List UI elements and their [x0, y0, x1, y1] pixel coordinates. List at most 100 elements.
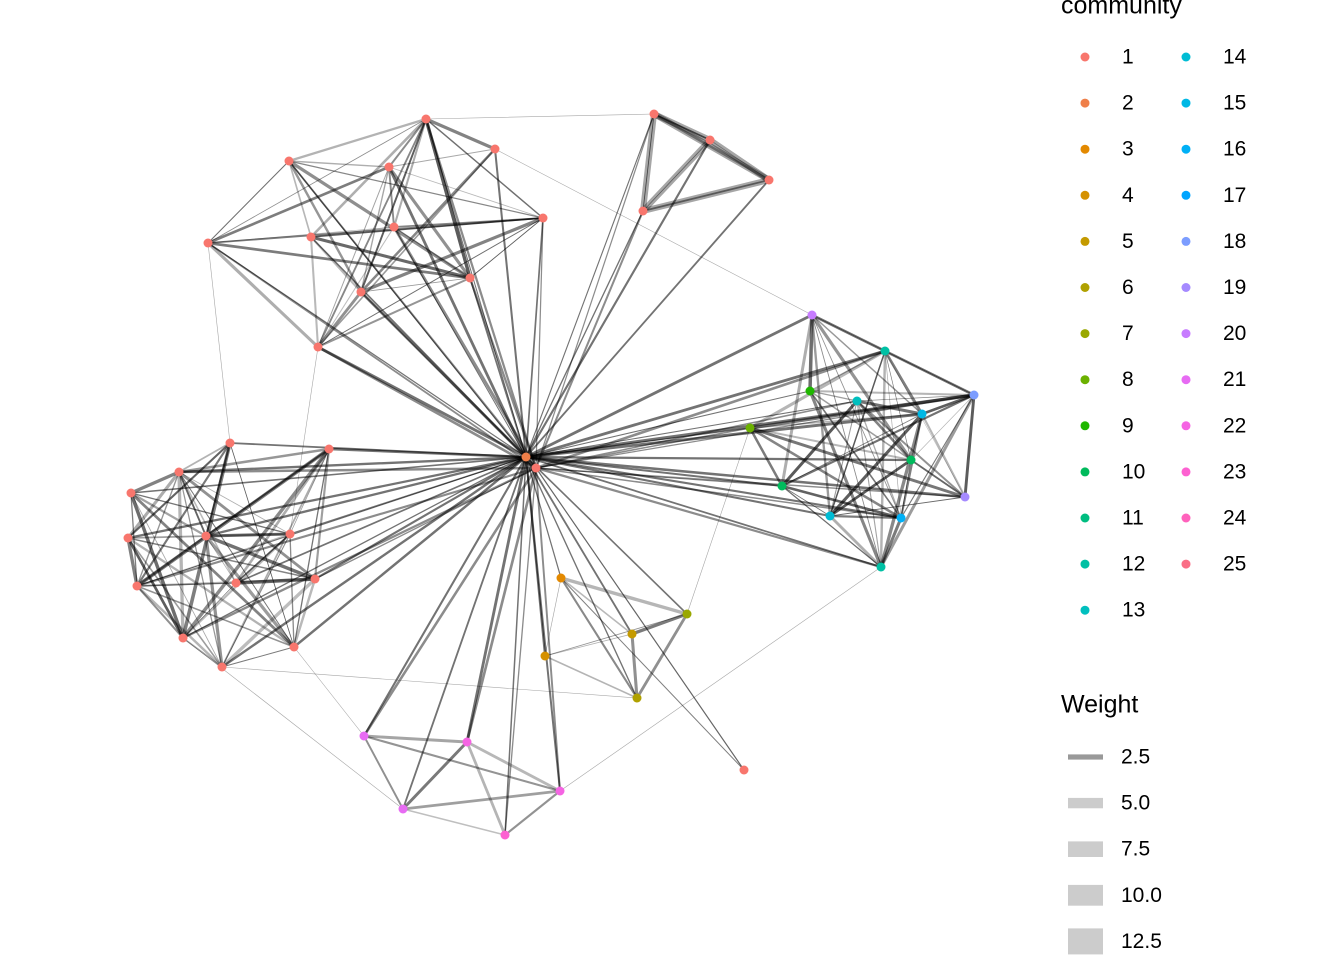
node [649, 109, 659, 119]
edge [388, 118, 427, 168]
edge [856, 400, 882, 568]
edge [310, 217, 544, 238]
node [132, 581, 142, 591]
node [555, 786, 565, 796]
edge [182, 637, 223, 668]
edge [535, 467, 745, 771]
legend-swatch [1080, 559, 1090, 569]
edge [469, 217, 544, 279]
legend-label: 15 [1223, 92, 1246, 115]
legend-label: 18 [1223, 230, 1246, 253]
legend-label: 16 [1223, 138, 1246, 161]
edge [221, 646, 295, 668]
legend-swatch [1080, 421, 1090, 431]
node [969, 390, 979, 400]
edge [287, 159, 363, 294]
edge [393, 217, 544, 228]
node [521, 452, 531, 462]
edge [855, 399, 967, 499]
node [638, 206, 648, 216]
edge [525, 390, 811, 458]
legend-swatch [1080, 375, 1090, 385]
legend-swatch [1080, 190, 1090, 200]
edge [535, 467, 902, 519]
edge [206, 241, 472, 280]
edge [182, 582, 237, 639]
edge [524, 455, 832, 518]
edge [135, 584, 185, 640]
edge [781, 413, 923, 487]
edge [525, 179, 770, 458]
node [306, 232, 316, 242]
edge [899, 412, 924, 520]
edge [651, 111, 772, 183]
edge [130, 456, 527, 494]
edge [856, 394, 975, 402]
edge [316, 290, 363, 349]
edge [135, 534, 208, 588]
edge [535, 467, 783, 487]
node [465, 273, 475, 283]
edge [288, 160, 537, 469]
edge [424, 117, 497, 151]
edge [560, 577, 745, 771]
node [807, 310, 817, 320]
edge [544, 577, 562, 657]
edge [525, 113, 655, 458]
edge [129, 491, 296, 649]
edge [135, 466, 538, 588]
legend-swatch [1080, 52, 1090, 62]
edge [288, 160, 312, 238]
edges [126, 111, 976, 837]
node [231, 578, 241, 588]
edge [393, 226, 471, 279]
edge [910, 394, 975, 461]
legend-swatch [1181, 513, 1191, 523]
edge [293, 646, 365, 737]
legend-label: 6 [1122, 276, 1134, 299]
node [745, 423, 755, 433]
node [284, 156, 294, 166]
edge [640, 137, 713, 214]
node [960, 492, 970, 502]
legend-label: 17 [1223, 184, 1246, 207]
legend-label: 12 [1122, 553, 1145, 576]
edge [630, 632, 639, 700]
edge [879, 516, 903, 569]
edge [465, 466, 538, 744]
edge [425, 118, 527, 458]
node [540, 651, 550, 661]
legend-swatch [1080, 467, 1090, 477]
edge [178, 471, 223, 668]
legend-label: 19 [1223, 276, 1246, 299]
edge [287, 117, 428, 163]
edge [525, 210, 644, 458]
edge [182, 637, 404, 810]
edge [129, 491, 208, 538]
edge [525, 456, 638, 699]
edge [808, 313, 814, 393]
edge [316, 276, 472, 349]
edge [316, 345, 538, 470]
edge [181, 447, 331, 640]
edge [327, 447, 528, 459]
edge [126, 536, 139, 588]
nodes [123, 109, 979, 840]
legend-label: 14 [1223, 46, 1247, 69]
edge [828, 514, 903, 520]
edge [220, 577, 317, 669]
weight-swatch [1068, 797, 1103, 809]
node [500, 830, 510, 840]
edge [317, 217, 544, 348]
edge [748, 426, 913, 462]
legend-title: Weight [1061, 691, 1138, 719]
edge [504, 467, 537, 836]
edge [207, 242, 537, 469]
edge [206, 165, 391, 245]
legend-label: 1 [1122, 46, 1134, 69]
edge [811, 314, 902, 519]
edge [651, 111, 713, 143]
edge [525, 456, 561, 792]
edge [535, 113, 655, 469]
